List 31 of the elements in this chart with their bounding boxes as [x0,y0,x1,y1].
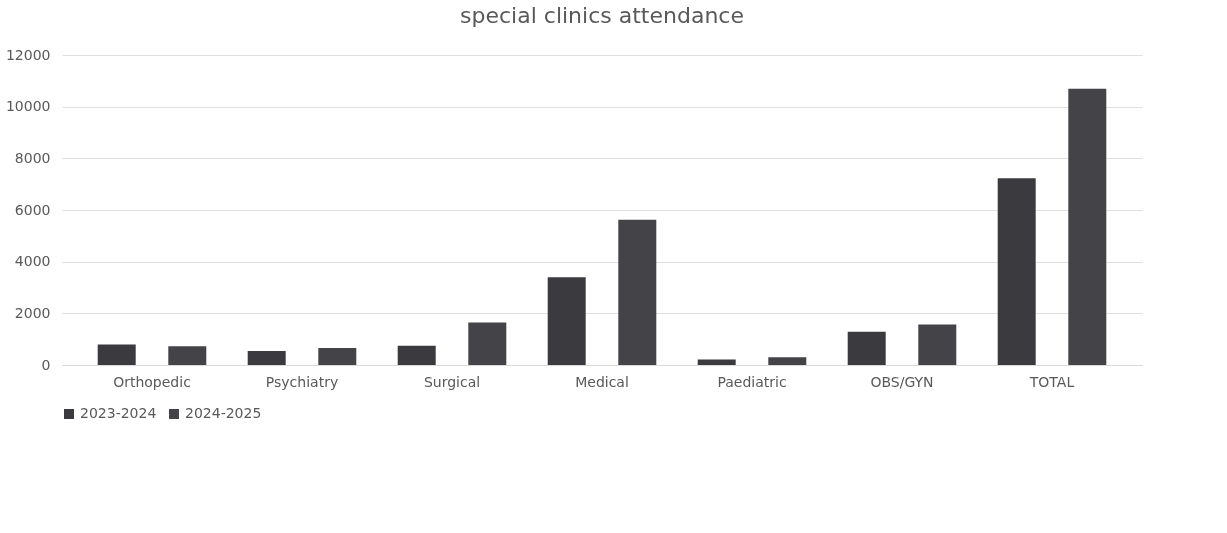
bar [918,324,957,365]
legend-label: 2023-2024 [80,405,157,421]
y-tick-label: 8000 [14,149,51,166]
x-tick-label: Surgical [423,373,481,390]
chart-title: special clinics attendance [460,3,744,28]
y-tick-label: 0 [41,356,51,373]
bar [697,359,736,365]
x-tick-label: TOTAL [1028,373,1075,390]
bar [247,351,286,365]
bar [847,331,886,365]
bar [168,346,207,365]
y-tick-label: 6000 [14,201,51,218]
bar [468,322,507,365]
y-tick-label: 12000 [5,46,51,63]
bar [97,344,136,365]
bar [397,345,436,365]
bar [547,277,586,365]
bar [318,347,357,365]
x-tick-label: Paediatric [717,373,787,390]
bar [1068,88,1107,365]
bar [618,219,657,365]
bar [997,178,1036,365]
x-tick-label: Psychiatry [265,373,339,390]
y-tick-label: 4000 [14,253,51,270]
x-tick-label: Orthopedic [113,373,191,390]
x-tick-label: Medical [575,373,629,390]
x-tick-label: OBS/GYN [870,373,934,390]
y-tick-label: 10000 [5,98,51,115]
legend-label: 2024-2025 [185,405,262,421]
bar [768,357,807,365]
y-tick-label: 2000 [14,304,51,321]
